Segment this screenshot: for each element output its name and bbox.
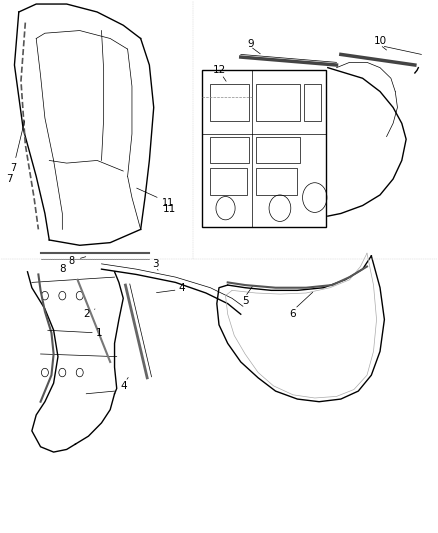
Text: 2: 2 xyxy=(83,309,89,319)
Text: 11: 11 xyxy=(137,188,175,207)
Text: 9: 9 xyxy=(247,39,254,49)
Text: 6: 6 xyxy=(290,309,296,319)
Text: 1: 1 xyxy=(96,328,102,338)
Bar xyxy=(256,84,300,120)
Bar xyxy=(210,136,250,163)
Text: 3: 3 xyxy=(152,259,159,269)
Text: 11: 11 xyxy=(162,204,176,214)
Text: 8: 8 xyxy=(59,264,66,274)
Text: 10: 10 xyxy=(374,36,387,46)
Bar xyxy=(256,168,297,195)
Text: 7: 7 xyxy=(10,121,25,173)
Text: 12: 12 xyxy=(212,66,226,75)
Text: 4: 4 xyxy=(179,282,185,293)
Text: 8: 8 xyxy=(69,256,86,266)
Bar xyxy=(256,136,300,163)
Text: 7: 7 xyxy=(6,174,13,184)
Text: 5: 5 xyxy=(242,296,248,306)
Bar xyxy=(210,168,247,195)
Bar xyxy=(304,84,321,120)
Bar xyxy=(210,84,250,120)
Text: 4: 4 xyxy=(120,381,127,391)
